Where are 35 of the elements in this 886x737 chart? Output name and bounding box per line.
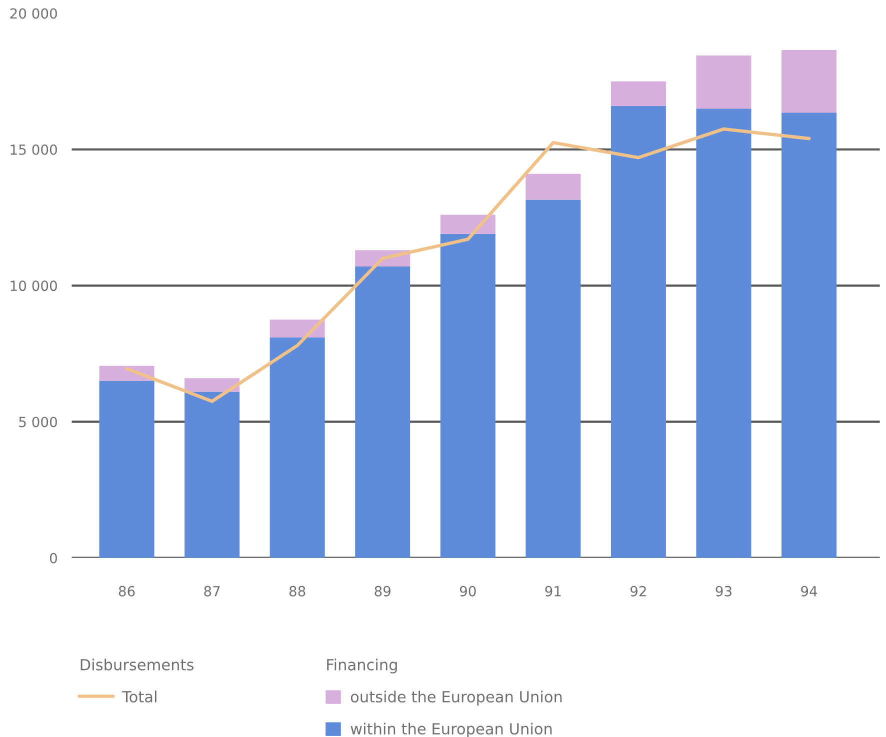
y-tick-label: 0 (50, 552, 57, 564)
bar (99, 380, 154, 558)
legend-label: Total (122, 690, 156, 703)
x-tick-label: 93 (716, 586, 732, 596)
x-tick-label: 94 (801, 586, 818, 596)
bar (610, 81, 666, 106)
bar (270, 337, 325, 558)
bar (440, 234, 496, 558)
text: Disbursements (80, 658, 194, 670)
bar (610, 106, 666, 558)
bar (440, 214, 496, 234)
bar (782, 50, 837, 113)
y-tick-label: 15 000 (10, 144, 57, 155)
y-tick-label: 10 000 (10, 280, 57, 292)
x-tick-label: 92 (630, 586, 646, 596)
x-tick-label: 91 (545, 586, 561, 596)
x-tick-label: 88 (289, 586, 306, 596)
x-tick-label: 87 (204, 586, 220, 596)
bar (270, 320, 325, 338)
bar (526, 174, 581, 200)
line-series (125, 127, 811, 403)
x-tick-label: 90 (460, 586, 476, 596)
bar (696, 55, 752, 109)
y-tick-label: 5 000 (19, 416, 57, 428)
x-tick-label: 86 (118, 586, 135, 596)
bar (782, 112, 837, 558)
legend-label: outside the European Union (350, 690, 562, 706)
x-tick-label: 89 (374, 586, 390, 596)
bar (184, 392, 240, 558)
bar (355, 266, 410, 558)
bar (526, 200, 581, 558)
bar (184, 378, 240, 392)
bar (696, 108, 752, 558)
y-tick-label: 20 000 (10, 8, 57, 19)
text: Financing (327, 658, 397, 674)
